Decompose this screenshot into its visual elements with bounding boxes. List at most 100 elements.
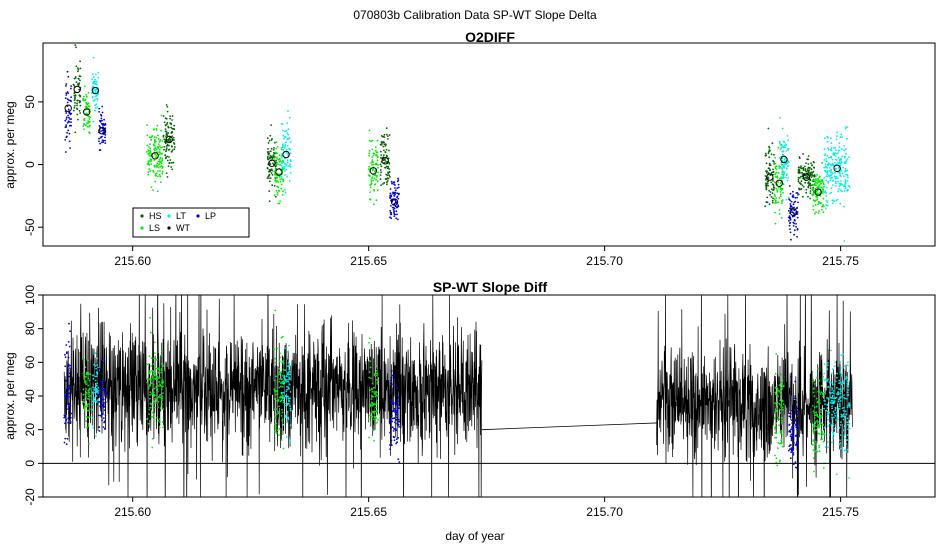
o2diff-point-lp bbox=[103, 118, 105, 121]
slope-diff-point-lp bbox=[796, 425, 799, 428]
slope-diff-point-lp bbox=[97, 414, 100, 417]
o2diff-point-ls bbox=[275, 180, 278, 183]
slope-diff-point-ls bbox=[281, 408, 283, 411]
slope-diff-point-ls bbox=[86, 404, 88, 407]
o2diff-point-lt bbox=[841, 136, 843, 139]
o2diff-point-hs bbox=[382, 183, 384, 185]
slope-diff-point-lp bbox=[103, 421, 105, 424]
o2diff-point-ls bbox=[817, 203, 819, 206]
o2diff-point-ls bbox=[82, 99, 85, 102]
o2diff-point-hs bbox=[269, 177, 272, 180]
o2diff-point-hs bbox=[799, 177, 801, 179]
slope-diff-point-ls bbox=[780, 429, 783, 432]
o2diff-point-lt bbox=[834, 171, 836, 174]
slope-diff-point-ls bbox=[155, 378, 158, 381]
slope-diff-point-lp bbox=[389, 379, 392, 382]
o2diff-point-ls bbox=[374, 146, 377, 149]
o2diff-point-ls bbox=[814, 184, 816, 187]
o2diff-point-ls bbox=[160, 146, 162, 149]
slope-diff-point-ls bbox=[778, 424, 780, 427]
slope-diff-point-lt bbox=[95, 385, 98, 387]
slope-diff-point-ls bbox=[774, 428, 777, 431]
o2diff-point-lp bbox=[393, 213, 396, 215]
o2diff-point-lp bbox=[70, 85, 73, 87]
figure-suptitle: 070803b Calibration Data SP-WT Slope Del… bbox=[353, 8, 597, 22]
o2diff-point-lt bbox=[846, 173, 848, 176]
slope-diff-point-ls bbox=[370, 388, 373, 390]
o2diff-point-ls bbox=[278, 176, 281, 178]
slope-diff-y-tick-label: 60 bbox=[23, 355, 37, 369]
o2diff-point-ls bbox=[159, 139, 162, 141]
slope-diff-point-lt bbox=[283, 375, 286, 378]
o2diff-point-lp bbox=[98, 107, 101, 110]
o2diff-point-hs bbox=[806, 177, 808, 180]
slope-diff-point-lp bbox=[396, 407, 398, 410]
o2diff-point-ls bbox=[370, 183, 373, 185]
o2diff-point-lt bbox=[838, 182, 841, 185]
o2diff-point-lp bbox=[397, 183, 400, 186]
slope-diff-point-lp bbox=[395, 438, 398, 441]
slope-diff-point-lp bbox=[787, 405, 790, 408]
o2diff-point-ls bbox=[86, 122, 89, 125]
o2diff-group-mean-marker bbox=[73, 85, 81, 94]
o2diff-point-hs bbox=[773, 163, 776, 165]
slope-diff-point-lt bbox=[839, 424, 842, 426]
o2diff-point-lt bbox=[787, 139, 790, 142]
slope-diff-point-ls bbox=[277, 373, 280, 376]
slope-diff-point-ls bbox=[85, 371, 88, 374]
o2diff-point-ls bbox=[279, 200, 281, 203]
o2diff-point-lp bbox=[68, 132, 71, 135]
slope-diff-point-ls bbox=[147, 387, 150, 390]
o2diff-point-lt bbox=[841, 155, 844, 158]
slope-diff-point-ls bbox=[782, 403, 785, 405]
o2diff-point-ls bbox=[368, 154, 371, 157]
slope-diff-point-ls bbox=[281, 411, 284, 414]
o2diff-point-lt bbox=[96, 106, 99, 109]
o2diff-point-lp bbox=[788, 198, 790, 201]
slope-diff-point-ls bbox=[781, 422, 783, 424]
slope-diff-point-lt bbox=[280, 392, 283, 394]
slope-diff-point-lt bbox=[95, 371, 98, 374]
slope-diff-point-lp bbox=[793, 409, 796, 411]
o2diff-point-lt bbox=[282, 149, 285, 151]
slope-diff-point-ls bbox=[83, 405, 86, 408]
slope-diff-point-ls bbox=[149, 383, 152, 386]
o2diff-point-hs bbox=[76, 113, 79, 116]
slope-diff-y-tick-label: -20 bbox=[23, 488, 37, 506]
o2diff-point-lt bbox=[839, 136, 842, 139]
o2diff-point-lt bbox=[288, 116, 291, 119]
o2diff-point-lp bbox=[796, 192, 799, 194]
o2diff-point-lp bbox=[789, 228, 791, 231]
slope-diff-point-ls bbox=[88, 403, 91, 405]
o2diff-point-hs bbox=[385, 161, 387, 163]
o2diff-point-ls bbox=[818, 175, 821, 178]
o2diff-point-lt bbox=[95, 82, 97, 85]
o2diff-point-hs bbox=[164, 124, 167, 127]
slope-diff-point-lt bbox=[289, 378, 291, 380]
slope-diff-point-lt bbox=[837, 400, 840, 403]
o2diff-point-ls bbox=[155, 148, 158, 151]
slope-diff-point-ls bbox=[281, 433, 284, 435]
slope-diff-point-ls bbox=[374, 391, 377, 394]
slope-diff-point-lp bbox=[397, 418, 400, 421]
o2diff-group-mean-marker bbox=[83, 108, 91, 116]
slope-diff-point-ls bbox=[88, 442, 90, 445]
o2diff-point-hs bbox=[173, 148, 176, 151]
slope-diff-point-ls bbox=[279, 352, 281, 355]
slope-diff-point-lp bbox=[66, 372, 69, 375]
o2diff-point-ls bbox=[153, 136, 156, 138]
slope-diff-point-lp bbox=[797, 442, 799, 444]
slope-diff-point-ls bbox=[775, 432, 778, 434]
slope-diff-point-ls bbox=[279, 356, 282, 359]
o2diff-point-hs bbox=[170, 161, 173, 164]
o2diff-point-lt bbox=[824, 153, 827, 155]
o2diff-point-lp bbox=[104, 134, 107, 136]
o2diff-point-lt bbox=[843, 145, 846, 147]
o2diff-point-hs bbox=[768, 156, 771, 159]
slope-diff-point-lt bbox=[93, 398, 96, 401]
o2diff-point-hs bbox=[764, 152, 767, 155]
slope-diff-point-lp bbox=[793, 442, 795, 444]
o2diff-point-lp bbox=[789, 199, 791, 202]
o2diff-point-ls bbox=[277, 189, 280, 192]
